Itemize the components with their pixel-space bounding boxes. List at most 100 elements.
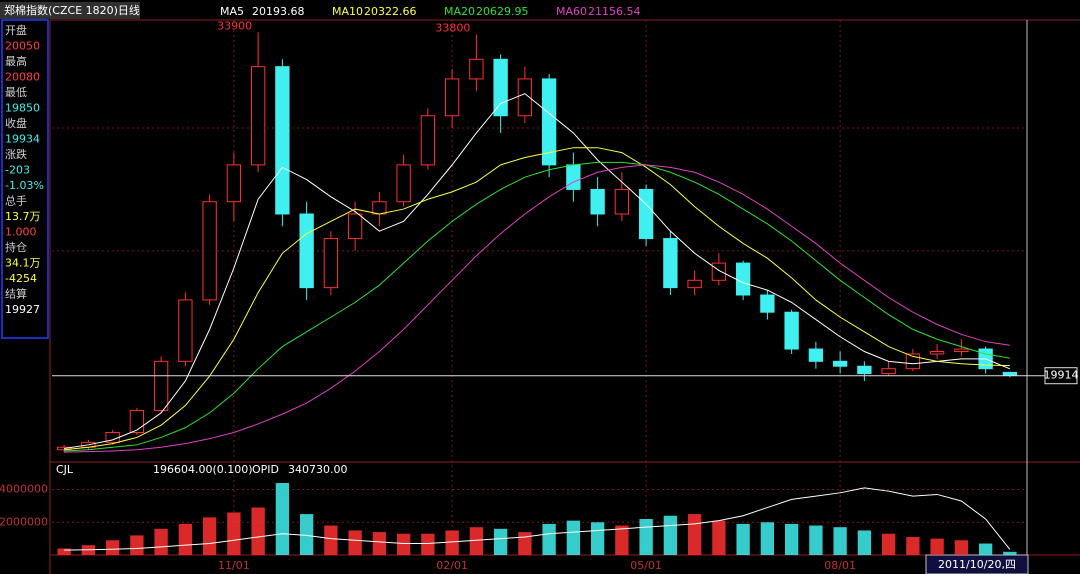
volume-bar [881, 533, 896, 555]
volume-bar [396, 533, 411, 555]
volume-bar [105, 540, 120, 555]
volume-bar [57, 548, 71, 555]
price-box [1044, 367, 1078, 385]
volume-bar [639, 519, 653, 555]
candle-body [638, 188, 654, 240]
volume-bar [154, 528, 168, 555]
candle-body [954, 348, 969, 352]
info-label: 涨跌 [5, 147, 27, 161]
volume-bar [590, 522, 605, 555]
legend-value: 20322.66 [364, 5, 417, 18]
info-value: -1.03% [5, 179, 44, 192]
candle-body [323, 238, 339, 289]
x-tick-label: 11/01 [218, 559, 250, 572]
title-bg [0, 2, 140, 19]
volume-bar [663, 515, 678, 555]
info-label: 最高 [5, 54, 27, 68]
candle-body [614, 188, 630, 215]
volume-bar [324, 525, 338, 555]
volume-bar [275, 483, 290, 555]
legend-name: MA5 [220, 5, 244, 18]
candle-body [493, 58, 508, 117]
volume-bar [542, 523, 556, 555]
info-value: -203 [5, 164, 30, 177]
candle-body [541, 78, 557, 166]
info-value: 19850 [5, 102, 40, 115]
oi-line [64, 487, 1011, 551]
volume-bar [202, 517, 217, 555]
volume-bar [518, 532, 532, 555]
volume-bar [857, 530, 872, 555]
volume-bar [299, 514, 314, 555]
info-label: 结算 [5, 287, 27, 301]
volume-bar [178, 523, 193, 555]
volume-bar [687, 514, 702, 555]
volume-bar [954, 540, 969, 555]
info-value: 1.000 [5, 226, 37, 239]
candle-body [129, 409, 145, 434]
candle-body [517, 78, 533, 117]
high-label: 33800 [435, 22, 470, 35]
volume-bar [421, 533, 435, 555]
volume-bar [566, 520, 581, 555]
volume-bar [251, 507, 265, 555]
info-label: 收盘 [5, 116, 27, 130]
candle-body [905, 353, 921, 370]
x-tick-label: 02/01 [436, 559, 468, 572]
volume-bar [1003, 551, 1017, 555]
candle-body [299, 213, 314, 289]
volume-bar [736, 523, 750, 555]
volume-bar [906, 537, 920, 555]
candle-body [250, 66, 266, 166]
volume-bar [833, 527, 847, 555]
high-label: 33900 [217, 19, 252, 32]
info-value: 13.7万 [5, 210, 41, 223]
legend-name: MA60 [556, 5, 587, 18]
y-tick-label: 4000000 [0, 483, 48, 496]
info-value: 19927 [5, 303, 40, 316]
candle-body [396, 164, 411, 203]
info-label: 总手 [5, 194, 27, 208]
candle-body [687, 279, 702, 289]
candle-body [832, 360, 848, 367]
candle-body [735, 262, 751, 296]
info-value: -4254 [5, 272, 37, 285]
legend-value: 21156.54 [588, 5, 641, 18]
volume-bar [348, 530, 362, 555]
volume-bar [712, 520, 726, 555]
candle-body [711, 262, 727, 281]
volume-bar [978, 543, 993, 555]
volume-bar [445, 530, 459, 555]
legend-name: MA20 [444, 5, 475, 18]
volume-bar [615, 525, 629, 555]
x-tick-label: 05/01 [630, 559, 662, 572]
candle-body [226, 164, 242, 203]
info-label: 开盘 [5, 23, 27, 37]
info-value: 19934 [5, 133, 40, 146]
date-box [925, 554, 1029, 574]
volume-bar [809, 525, 823, 555]
candle-body [275, 66, 290, 215]
candle-body [760, 294, 775, 313]
price-label: 19914 [1044, 369, 1079, 382]
candle-body [202, 201, 217, 301]
candle-body [1002, 371, 1018, 376]
volume-bar [930, 538, 944, 555]
info-value: 20050 [5, 40, 40, 53]
volume-bar [469, 527, 484, 555]
legend-name: MA10 [332, 5, 363, 18]
candle-body [372, 201, 387, 215]
candle-body [566, 164, 581, 190]
candle-body [420, 115, 436, 166]
info-label: 持仓 [5, 240, 27, 254]
oi-name: OPID [252, 463, 279, 476]
volume-bar [227, 512, 241, 555]
candle-body [784, 311, 799, 350]
date-label: 2011/10/20,四 [938, 558, 1016, 571]
x-tick-label: 08/01 [824, 559, 856, 572]
candle-body [808, 348, 824, 362]
volume-name: CJL [56, 463, 74, 476]
candle-body [347, 213, 363, 240]
